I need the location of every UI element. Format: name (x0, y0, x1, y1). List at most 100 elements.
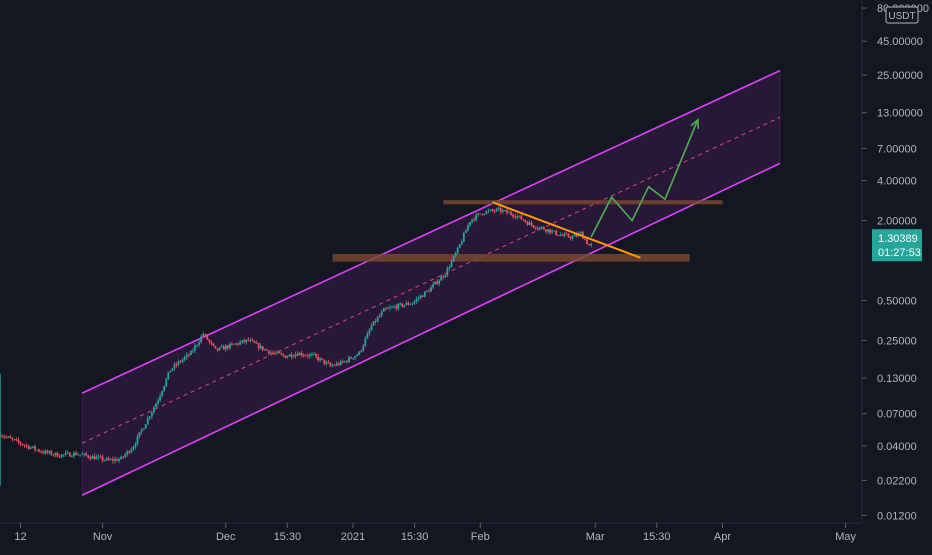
candle-body (66, 452, 69, 454)
price-axis-panel[interactable] (862, 0, 932, 523)
candle (409, 303, 412, 305)
candle-body (395, 306, 398, 309)
candle (169, 370, 172, 373)
candle (286, 355, 289, 359)
candle-body (547, 229, 549, 232)
candle (204, 333, 207, 337)
candle-body (144, 424, 147, 429)
candle (432, 281, 434, 290)
channel-midline[interactable] (81, 116, 781, 444)
candle (389, 304, 391, 311)
candle (341, 359, 344, 364)
candle-body (401, 303, 404, 307)
candle-body (387, 308, 389, 310)
candle (247, 337, 250, 342)
price-tick-label: 0.25000 (877, 335, 917, 347)
candle (551, 228, 553, 235)
channel-group (81, 69, 781, 496)
candle-body (348, 357, 350, 363)
candle (105, 456, 108, 462)
candle (506, 207, 508, 215)
candle (403, 304, 406, 309)
candle-body (42, 452, 44, 454)
candle (19, 441, 22, 447)
candle-body (15, 439, 18, 441)
candle (91, 454, 94, 459)
currency-badge[interactable]: USDT (885, 6, 919, 24)
candle (128, 450, 131, 454)
candle (440, 274, 443, 281)
channel-lower-line[interactable] (81, 162, 781, 496)
candle (456, 246, 459, 255)
candle-body (282, 354, 285, 356)
candle (520, 213, 523, 220)
candle-body (274, 353, 276, 354)
candle (249, 337, 252, 343)
candle (557, 234, 560, 237)
candle-body (364, 338, 367, 346)
candle-body (124, 454, 127, 457)
candle-body (255, 343, 258, 344)
candle-body (417, 298, 420, 300)
candle-body (391, 307, 393, 308)
candle (491, 208, 494, 213)
candle-body (257, 343, 260, 349)
price-tick-label: 0.50000 (877, 295, 917, 307)
candle (571, 234, 574, 241)
candle (430, 285, 432, 292)
candle (122, 456, 125, 459)
candle-body (436, 281, 439, 284)
candle-body (411, 303, 414, 305)
candle (530, 220, 533, 228)
candle-body (58, 456, 61, 458)
candle-body (536, 228, 539, 230)
resistance-zone[interactable] (443, 200, 723, 205)
candle (590, 242, 592, 248)
candle (426, 290, 428, 293)
candle-body (356, 354, 359, 357)
candle-body (284, 355, 287, 358)
candle (542, 226, 545, 231)
candle-body (243, 340, 246, 342)
candle-body (317, 356, 320, 361)
candle (534, 226, 537, 231)
candle (411, 302, 414, 306)
candle-body (126, 451, 129, 455)
currency-label: USDT (888, 11, 915, 22)
candle (397, 302, 400, 311)
candle (231, 341, 233, 347)
candle (300, 350, 303, 358)
candle-body (464, 230, 467, 233)
support-zone[interactable] (332, 253, 690, 262)
candle-body (179, 361, 182, 362)
candle (89, 455, 92, 461)
candle-body (9, 436, 12, 439)
candle (345, 360, 348, 364)
candle-body (249, 339, 252, 341)
candle (282, 353, 285, 357)
projection-path[interactable] (590, 119, 699, 238)
candle (109, 458, 112, 461)
channel-upper-line[interactable] (81, 69, 781, 394)
candle (393, 304, 395, 309)
candle-body (153, 407, 155, 413)
candle (1, 434, 3, 438)
candle (52, 453, 55, 458)
descending-trendline[interactable] (492, 201, 641, 259)
candle (224, 344, 227, 352)
candle (288, 354, 291, 357)
time-axis-panel[interactable] (0, 523, 932, 550)
candle-body (233, 343, 235, 345)
candle (198, 339, 200, 348)
candle (436, 278, 439, 286)
candle (508, 210, 510, 214)
candle (153, 405, 155, 415)
candle-body (313, 354, 315, 355)
candle (487, 208, 490, 214)
candle-body (167, 372, 170, 379)
candle-body (444, 275, 447, 278)
candle (83, 452, 86, 458)
candle-body (524, 220, 527, 222)
